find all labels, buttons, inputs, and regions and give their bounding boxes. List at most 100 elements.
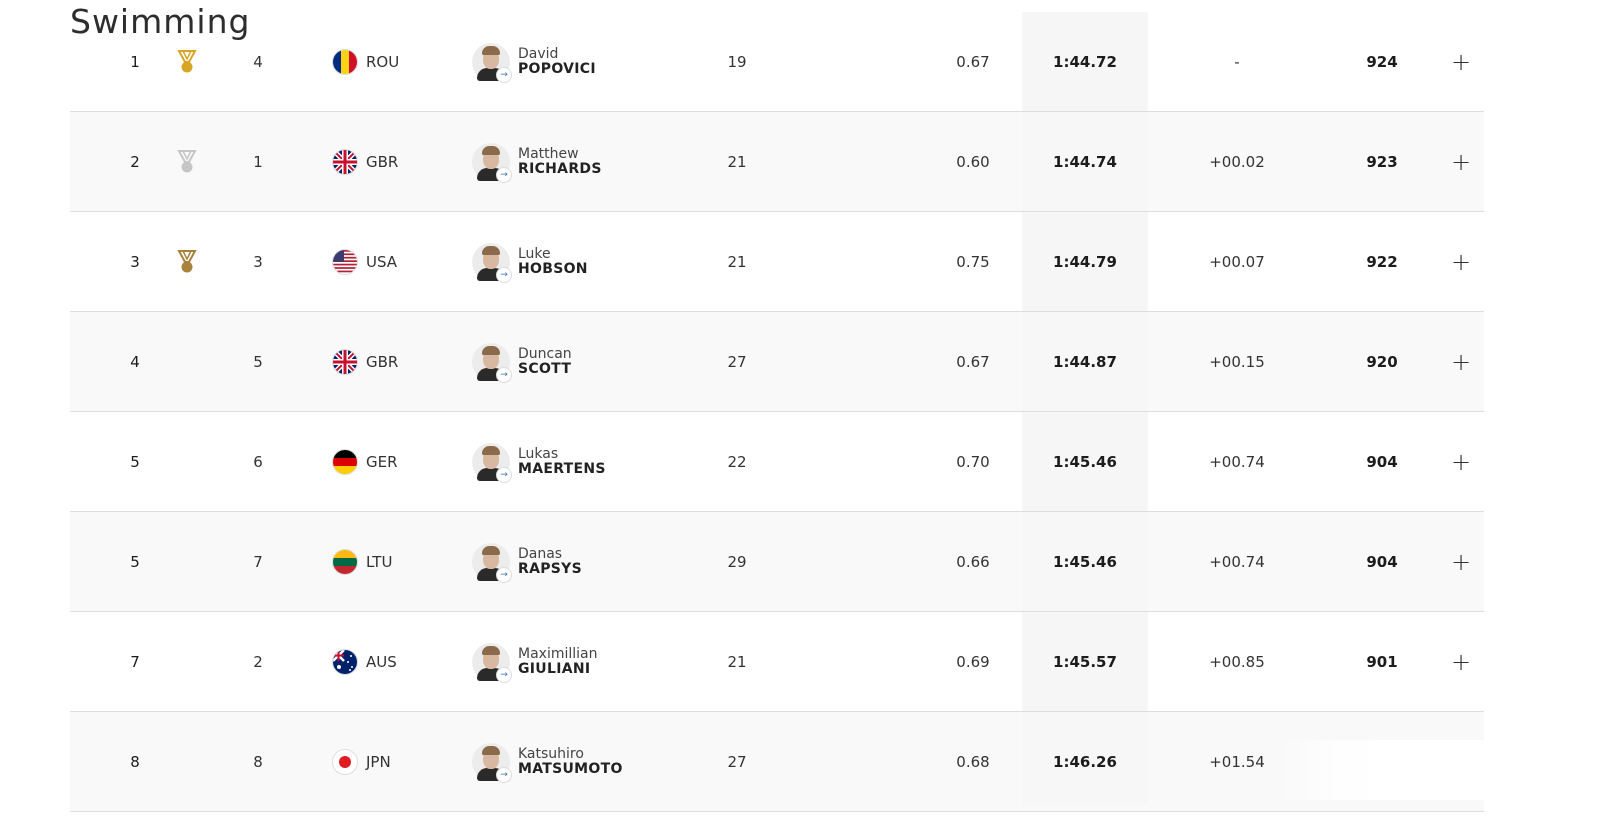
points-cell: 924 <box>1366 52 1398 71</box>
athlete-last-name: GIULIANI <box>518 660 591 677</box>
reaction-time-cell: 0.67 <box>956 352 990 371</box>
reaction-time-cell: 0.75 <box>956 252 990 271</box>
arrow-right-icon: → <box>496 366 512 383</box>
age-cell: 27 <box>727 752 747 771</box>
result-row: 5 6 GER → Lukas MAERTENS 22 0.70 1:45.46… <box>70 412 1484 512</box>
age-cell: 27 <box>727 352 747 371</box>
points-cell: 904 <box>1366 452 1398 471</box>
athlete-cell[interactable]: → David POPOVICI <box>472 12 596 111</box>
country-cell: GBR <box>332 312 398 411</box>
arrow-right-icon: → <box>496 666 512 683</box>
gbr-flag-icon <box>332 148 358 175</box>
expand-row-button[interactable]: + <box>1450 347 1472 376</box>
gbr-flag-icon <box>332 348 358 375</box>
final-time-cell: 1:45.46 <box>1053 452 1117 471</box>
expand-row-button[interactable] <box>1448 712 1474 811</box>
gold-medal-icon <box>175 12 199 111</box>
rank-cell: 1 <box>130 52 140 71</box>
athlete-avatar[interactable]: → <box>472 442 512 483</box>
country-cell: JPN <box>332 712 391 811</box>
page-title: Swimming <box>70 2 251 41</box>
result-row: 4 5 GBR → Duncan SCOTT 27 0.67 1:44.87 +… <box>70 312 1484 412</box>
final-time-cell: 1:44.87 <box>1053 352 1117 371</box>
rank-cell: 2 <box>130 152 140 171</box>
jpn-flag-icon <box>332 748 358 775</box>
athlete-cell[interactable]: → Duncan SCOTT <box>472 312 572 411</box>
lane-cell: 1 <box>253 152 263 171</box>
athlete-cell[interactable]: → Matthew RICHARDS <box>472 112 602 211</box>
lane-cell: 7 <box>253 552 263 571</box>
no-medal <box>175 612 199 711</box>
no-medal <box>175 312 199 411</box>
time-behind-cell: +00.74 <box>1209 552 1265 571</box>
result-row: 1 4 ROU → David POPOVICI 19 0.67 1:44.72… <box>70 12 1484 112</box>
age-cell: 19 <box>727 52 747 71</box>
time-behind-cell: +00.85 <box>1209 652 1265 671</box>
lane-cell: 5 <box>253 352 263 371</box>
rank-cell: 8 <box>130 752 140 771</box>
arrow-right-icon: → <box>496 66 512 83</box>
expand-row-button[interactable]: + <box>1450 247 1472 276</box>
expand-row-button[interactable]: + <box>1450 647 1472 676</box>
country-code: GER <box>366 452 398 471</box>
country-cell: GER <box>332 412 398 511</box>
final-time-cell: 1:45.46 <box>1053 552 1117 571</box>
points-cell: 904 <box>1366 552 1398 571</box>
athlete-cell[interactable]: → Katsuhiro MATSUMOTO <box>472 712 623 811</box>
time-behind-cell: +00.74 <box>1209 452 1265 471</box>
rank-cell: 5 <box>130 452 140 471</box>
expand-row-button[interactable]: + <box>1450 47 1472 76</box>
athlete-avatar[interactable]: → <box>472 42 512 83</box>
final-time-cell: 1:45.57 <box>1053 652 1117 671</box>
silver-medal-icon <box>175 112 199 211</box>
athlete-avatar[interactable]: → <box>472 642 512 683</box>
athlete-first-name: Lukas <box>518 445 559 462</box>
country-code: GBR <box>366 352 399 371</box>
athlete-cell[interactable]: → Danas RAPSYS <box>472 512 582 611</box>
age-cell: 29 <box>727 552 747 571</box>
points-cell: 923 <box>1366 152 1398 171</box>
athlete-avatar[interactable]: → <box>472 142 512 183</box>
reaction-time-cell: 0.67 <box>956 52 990 71</box>
expand-row-button[interactable]: + <box>1450 447 1472 476</box>
athlete-avatar[interactable]: → <box>472 342 512 383</box>
rank-cell: 7 <box>130 652 140 671</box>
final-time-cell: 1:44.74 <box>1053 152 1117 171</box>
country-code: AUS <box>366 652 397 671</box>
athlete-last-name: MAERTENS <box>518 460 606 477</box>
points-cell: 901 <box>1366 652 1398 671</box>
athlete-last-name: SCOTT <box>518 360 572 377</box>
athlete-avatar[interactable]: → <box>472 542 512 583</box>
arrow-right-icon: → <box>496 466 512 483</box>
athlete-cell[interactable]: → Lukas MAERTENS <box>472 412 606 511</box>
athlete-cell[interactable]: → Maximillian GIULIANI <box>472 612 597 711</box>
result-row: 2 1 GBR → Matthew RICHARDS 21 0.60 1:44 <box>70 112 1484 212</box>
ltu-flag-icon <box>332 548 358 575</box>
rank-cell: 4 <box>130 352 140 371</box>
points-cell: 920 <box>1366 352 1398 371</box>
country-code: ROU <box>366 52 400 71</box>
no-medal <box>175 412 199 511</box>
arrow-right-icon: → <box>496 766 512 783</box>
reaction-time-cell: 0.66 <box>956 552 990 571</box>
time-behind-cell: - <box>1234 52 1240 71</box>
lane-cell: 6 <box>253 452 263 471</box>
athlete-avatar[interactable]: → <box>472 742 512 783</box>
result-row: 5 7 LTU → Danas RAPSYS 29 0.66 1:45.46 +… <box>70 512 1484 612</box>
athlete-last-name: POPOVICI <box>518 60 596 77</box>
athlete-last-name: MATSUMOTO <box>518 760 623 777</box>
athlete-first-name: Luke <box>518 245 551 262</box>
expand-row-button[interactable]: + <box>1450 147 1472 176</box>
points-cell <box>1358 712 1406 811</box>
athlete-avatar[interactable]: → <box>472 242 512 283</box>
country-cell: USA <box>332 212 397 311</box>
country-code: JPN <box>366 752 391 771</box>
athlete-cell[interactable]: → Luke HOBSON <box>472 212 588 311</box>
rank-cell: 3 <box>130 252 140 271</box>
lane-cell: 3 <box>253 252 263 271</box>
rou-flag-icon <box>332 48 358 75</box>
expand-row-button[interactable]: + <box>1450 547 1472 576</box>
lane-cell: 8 <box>253 752 263 771</box>
age-cell: 22 <box>727 452 747 471</box>
final-time-cell: 1:44.72 <box>1053 52 1117 71</box>
